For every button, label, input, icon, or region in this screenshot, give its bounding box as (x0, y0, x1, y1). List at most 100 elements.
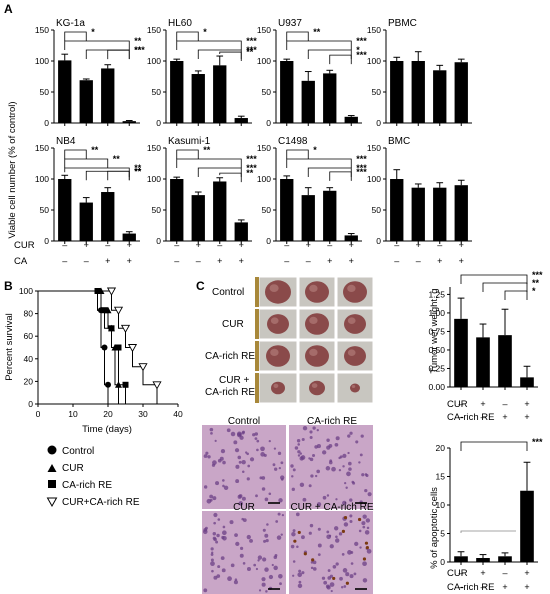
chart-title: PBMC (388, 18, 417, 29)
chart-title: NB4 (56, 136, 76, 147)
sign-ca: + (502, 582, 507, 592)
cell-nucleus (246, 534, 251, 540)
cell-nucleus (358, 529, 362, 533)
cell-nucleus (236, 431, 242, 437)
significance-label: ** (203, 145, 211, 155)
sign-cur: + (524, 399, 529, 409)
cell-nucleus (238, 460, 242, 464)
significance-bracket (176, 40, 242, 50)
cell-nucleus (362, 525, 366, 529)
sign-cur: + (306, 240, 311, 250)
y-tick-label: 20 (436, 443, 446, 453)
y-tick-label: 150 (367, 25, 381, 35)
cell-nucleus (261, 487, 266, 491)
survival-point (101, 344, 108, 351)
apoptotic-cell (362, 557, 367, 561)
apoptotic-cell (345, 581, 349, 585)
cell-nucleus (254, 437, 258, 440)
cell-nucleus (226, 428, 231, 433)
significance-bracket (286, 31, 309, 41)
bar (323, 190, 337, 241)
cell-nucleus (278, 498, 283, 503)
panel-a-row-label-cur: CUR (14, 240, 35, 251)
cell-nucleus (300, 455, 306, 460)
y-tick-label: 0 (440, 557, 445, 567)
sign-cur: – (284, 240, 289, 250)
bar (122, 233, 136, 241)
cell-nucleus (354, 541, 359, 546)
bar-chart-bmc: 0 50 100 150 BMC (367, 136, 472, 246)
cell-nucleus (362, 578, 368, 583)
ruler-strip (255, 309, 259, 339)
cell-nucleus (207, 455, 211, 459)
bar (454, 185, 468, 241)
cell-nucleus (329, 582, 335, 587)
chart-title: HL60 (168, 18, 192, 29)
significance-bracket (107, 49, 130, 60)
cell-nucleus (361, 473, 365, 477)
cell-nucleus (261, 476, 266, 480)
cell-nucleus (275, 520, 279, 523)
tumor-row-label-ca-rich-re: CA-rich RE (205, 351, 255, 362)
tumor-specimen (344, 314, 366, 334)
significance-label: *** (134, 45, 145, 55)
cell-nucleus (234, 533, 238, 537)
survival-point (152, 381, 162, 390)
cell-nucleus (353, 572, 357, 576)
cell-nucleus (355, 440, 359, 444)
cell-nucleus (278, 573, 283, 579)
significance-bracket (460, 274, 528, 284)
cell-nucleus (222, 460, 226, 465)
cell-nucleus (216, 533, 220, 538)
cell-nucleus (309, 435, 313, 440)
cell-nucleus (322, 450, 327, 455)
cell-nucleus (278, 466, 281, 470)
sign-ca: – (394, 256, 399, 266)
tumor-row-label-control: Control (212, 287, 244, 298)
bar (498, 335, 512, 387)
tumor-highlight (309, 284, 318, 292)
cell-nucleus (326, 438, 330, 442)
y-tick-label: 0.75 (428, 326, 445, 336)
cell-nucleus (222, 530, 227, 536)
significance-label: *** (246, 154, 257, 164)
apoptotic-cell (364, 541, 369, 545)
cell-nucleus (258, 589, 262, 592)
significance-bracket (197, 167, 242, 177)
significance-label: *** (356, 36, 367, 46)
sign-ca: – (480, 412, 485, 422)
ruler-strip (255, 341, 259, 371)
survival-point (115, 344, 122, 351)
significance-label: *** (356, 154, 367, 164)
x-tick-label: 20 (103, 409, 113, 419)
legend-item-ca-rich-re: CA-rich RE (48, 480, 112, 491)
cell-nucleus (241, 517, 244, 521)
cell-nucleus (239, 553, 244, 558)
cell-nucleus (241, 496, 246, 501)
cell-nucleus (221, 568, 226, 573)
cell-nucleus (342, 453, 347, 458)
sign-cur: – (502, 399, 507, 409)
bar (433, 70, 447, 123)
sign-cur: + (349, 240, 354, 250)
cell-nucleus (268, 440, 271, 443)
tumor-highlight (270, 317, 279, 325)
apoptosis-ylabel: % of apoptotic cells (429, 487, 440, 569)
cell-nucleus (298, 580, 302, 584)
cell-nucleus (345, 486, 348, 489)
cell-nucleus (301, 535, 305, 540)
y-tick-label: 0 (376, 236, 381, 246)
survival-point (127, 344, 138, 353)
cell-nucleus (325, 584, 330, 589)
cell-nucleus (203, 588, 208, 593)
cell-nucleus (312, 426, 316, 430)
histology-image (289, 511, 373, 594)
cell-nucleus (325, 466, 331, 471)
cell-nucleus (316, 428, 319, 432)
chart-title: U937 (278, 18, 302, 29)
group-bracket (460, 530, 516, 533)
cell-nucleus (279, 582, 282, 586)
y-tick-label: 150 (367, 143, 381, 153)
